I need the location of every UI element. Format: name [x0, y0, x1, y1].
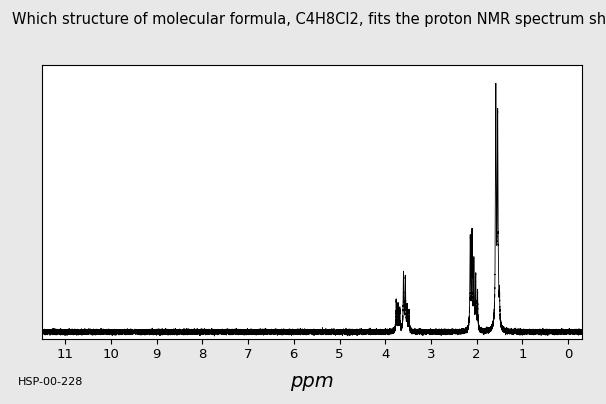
Text: HSP-00-228: HSP-00-228 — [18, 377, 84, 387]
Text: Which structure of molecular formula, C4H8Cl2, fits the proton NMR spectrum show: Which structure of molecular formula, C4… — [12, 12, 606, 27]
Text: ppm: ppm — [290, 372, 334, 391]
